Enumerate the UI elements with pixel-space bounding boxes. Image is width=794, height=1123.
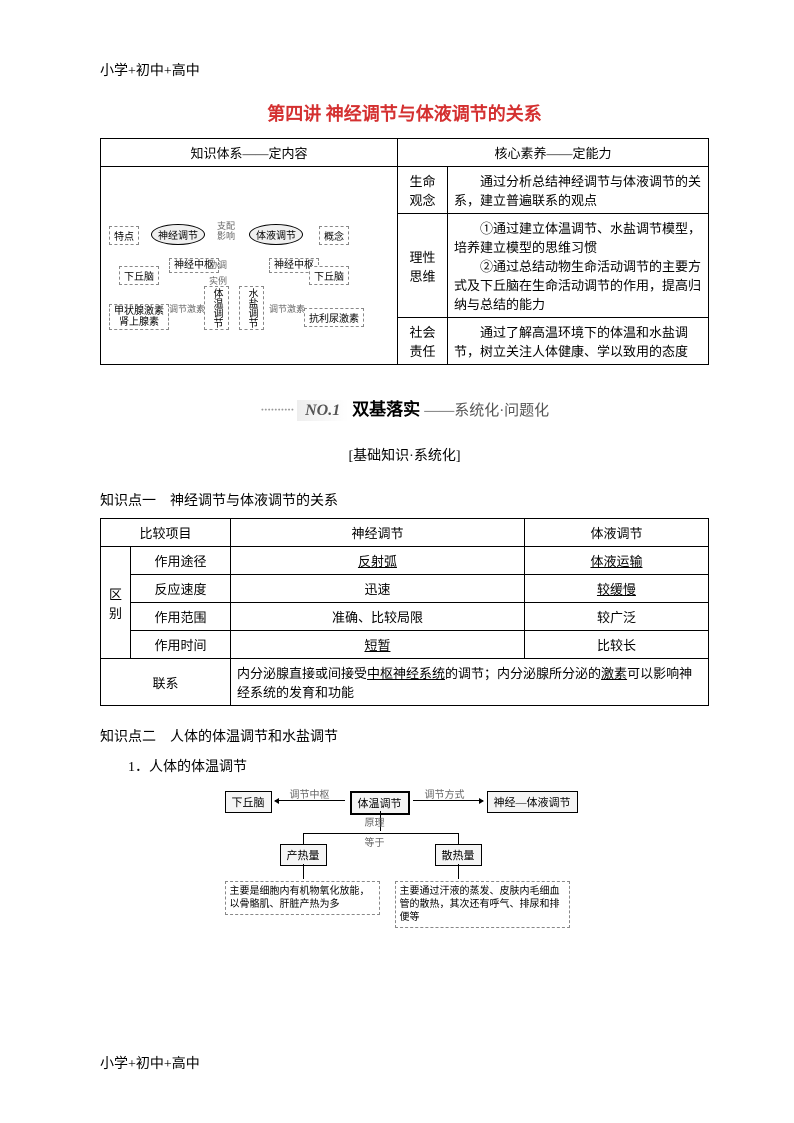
d2-box: 神经—体液调节 bbox=[487, 791, 578, 813]
d2-label: 调节中枢 bbox=[290, 786, 330, 801]
cell: 作用途径 bbox=[131, 547, 231, 575]
merge-label: 区别 bbox=[101, 547, 131, 659]
d1-node: 神经调节 bbox=[151, 224, 205, 245]
comparison-table: 比较项目 神经调节 体液调节 区别 作用途径 反射弧 体液运输 反应速度 迅速 … bbox=[100, 518, 709, 706]
cell: 较广泛 bbox=[524, 603, 708, 631]
kp1-title: 知识点一 神经调节与体液调节的关系 bbox=[100, 490, 709, 510]
cell: 体液运输 bbox=[524, 547, 708, 575]
d1-node: 体温调节 bbox=[204, 286, 229, 330]
kp2-sub: 1．人体的体温调节 bbox=[100, 756, 709, 776]
row-text: 通过分析总结神经调节与体液调节的关系，建立普遍联系的观点 bbox=[448, 167, 709, 214]
d2-label: 原理 bbox=[365, 814, 385, 829]
cell: 较缓慢 bbox=[524, 575, 708, 603]
body-temp-diagram: 下丘脑 调节中枢 体温调节 调节方式 神经—体液调节 原理 等于 产热量 散热量… bbox=[215, 786, 595, 946]
row-text: ①通过建立体温调节、水盐调节模型，培养建立模型的思维习惯 ②通过总结动物生命活动… bbox=[448, 214, 709, 318]
d1-node: 特点 bbox=[109, 226, 139, 245]
cell: 比较长 bbox=[524, 631, 708, 659]
d2-box: 下丘脑 bbox=[225, 791, 272, 813]
diagram-cell: 特点 神经调节 支配 影响 体液调节 概念 下丘脑 神经中枢 协调 实例 神经中… bbox=[101, 167, 398, 365]
d2-box: 产热量 bbox=[280, 844, 327, 866]
banner-dots: ·········· bbox=[260, 402, 293, 419]
th: 比较项目 bbox=[101, 519, 231, 547]
cell: 作用范围 bbox=[131, 603, 231, 631]
cell: 作用时间 bbox=[131, 631, 231, 659]
main-table: 知识体系——定内容 核心素养——定能力 特点 神经调节 支配 影响 体液调节 概… bbox=[100, 138, 709, 365]
cell: 准确、比较局限 bbox=[231, 603, 525, 631]
banner-tail: ——系统化·问题化 bbox=[424, 403, 549, 419]
d2-label: 等于 bbox=[365, 834, 385, 849]
row-label: 生命观念 bbox=[398, 167, 448, 214]
th-knowledge: 知识体系——定内容 bbox=[101, 139, 398, 167]
d1-label: 调节激素 bbox=[169, 304, 205, 315]
d2-dashbox: 主要是细胞内有机物氧化放能，以骨骼肌、肝脏产热为多 bbox=[225, 881, 380, 915]
d1-node: 抗利尿激素 bbox=[304, 308, 364, 327]
section-banner: ·········· NO.1 双基落实 ——系统化·问题化 bbox=[100, 395, 709, 420]
banner-bold: 双基落实 bbox=[352, 400, 420, 419]
row-text: 通过了解高温环境下的体温和水盐调节，树立关注人体健康、学以致用的态度 bbox=[448, 318, 709, 365]
th-ability: 核心素养——定能力 bbox=[398, 139, 709, 167]
header-text: 小学+初中+高中 bbox=[100, 60, 709, 80]
row-label: 社会责任 bbox=[398, 318, 448, 365]
cell: 反射弧 bbox=[231, 547, 525, 575]
d1-node: 下丘脑 bbox=[309, 266, 349, 285]
th: 神经调节 bbox=[231, 519, 525, 547]
d2-box: 散热量 bbox=[435, 844, 482, 866]
d1-label: 支配 影响 bbox=[217, 221, 235, 241]
d1-node: 概念 bbox=[319, 226, 349, 245]
line-icon bbox=[303, 833, 304, 844]
line-icon bbox=[303, 864, 304, 879]
th: 体液调节 bbox=[524, 519, 708, 547]
cell: 短暂 bbox=[231, 631, 525, 659]
cell: 迅速 bbox=[231, 575, 525, 603]
d1-node: 水盐调节 bbox=[239, 286, 264, 330]
cell: 反应速度 bbox=[131, 575, 231, 603]
cell: 内分泌腺直接或间接受中枢神经系统的调节；内分泌腺所分泌的激素可以影响神经系统的发… bbox=[231, 659, 709, 706]
page-title: 第四讲 神经调节与体液调节的关系 bbox=[100, 100, 709, 126]
sub-title: [基础知识·系统化] bbox=[100, 445, 709, 465]
kp2-title: 知识点二 人体的体温调节和水盐调节 bbox=[100, 726, 709, 746]
row-label: 理性思维 bbox=[398, 214, 448, 318]
line-icon bbox=[303, 833, 458, 834]
d1-label: 协调 bbox=[209, 258, 227, 271]
d1-label: 调节激素 bbox=[269, 304, 305, 315]
line-icon bbox=[458, 833, 459, 844]
line-icon bbox=[458, 864, 459, 879]
d2-label: 调节方式 bbox=[425, 786, 465, 801]
d1-node: 甲状腺激素 肾上腺素 bbox=[109, 304, 169, 330]
cell: 联系 bbox=[101, 659, 231, 706]
footer-text: 小学+初中+高中 bbox=[100, 1053, 200, 1073]
d1-node: 体液调节 bbox=[249, 224, 303, 245]
d2-dashbox: 主要通过汗液的蒸发、皮肤内毛细血管的散热，其次还有呼气、排尿和排便等 bbox=[395, 881, 570, 928]
banner-number: NO.1 bbox=[297, 400, 348, 421]
d1-node: 下丘脑 bbox=[119, 266, 159, 285]
knowledge-diagram: 特点 神经调节 支配 影响 体液调节 概念 下丘脑 神经中枢 协调 实例 神经中… bbox=[109, 186, 389, 346]
